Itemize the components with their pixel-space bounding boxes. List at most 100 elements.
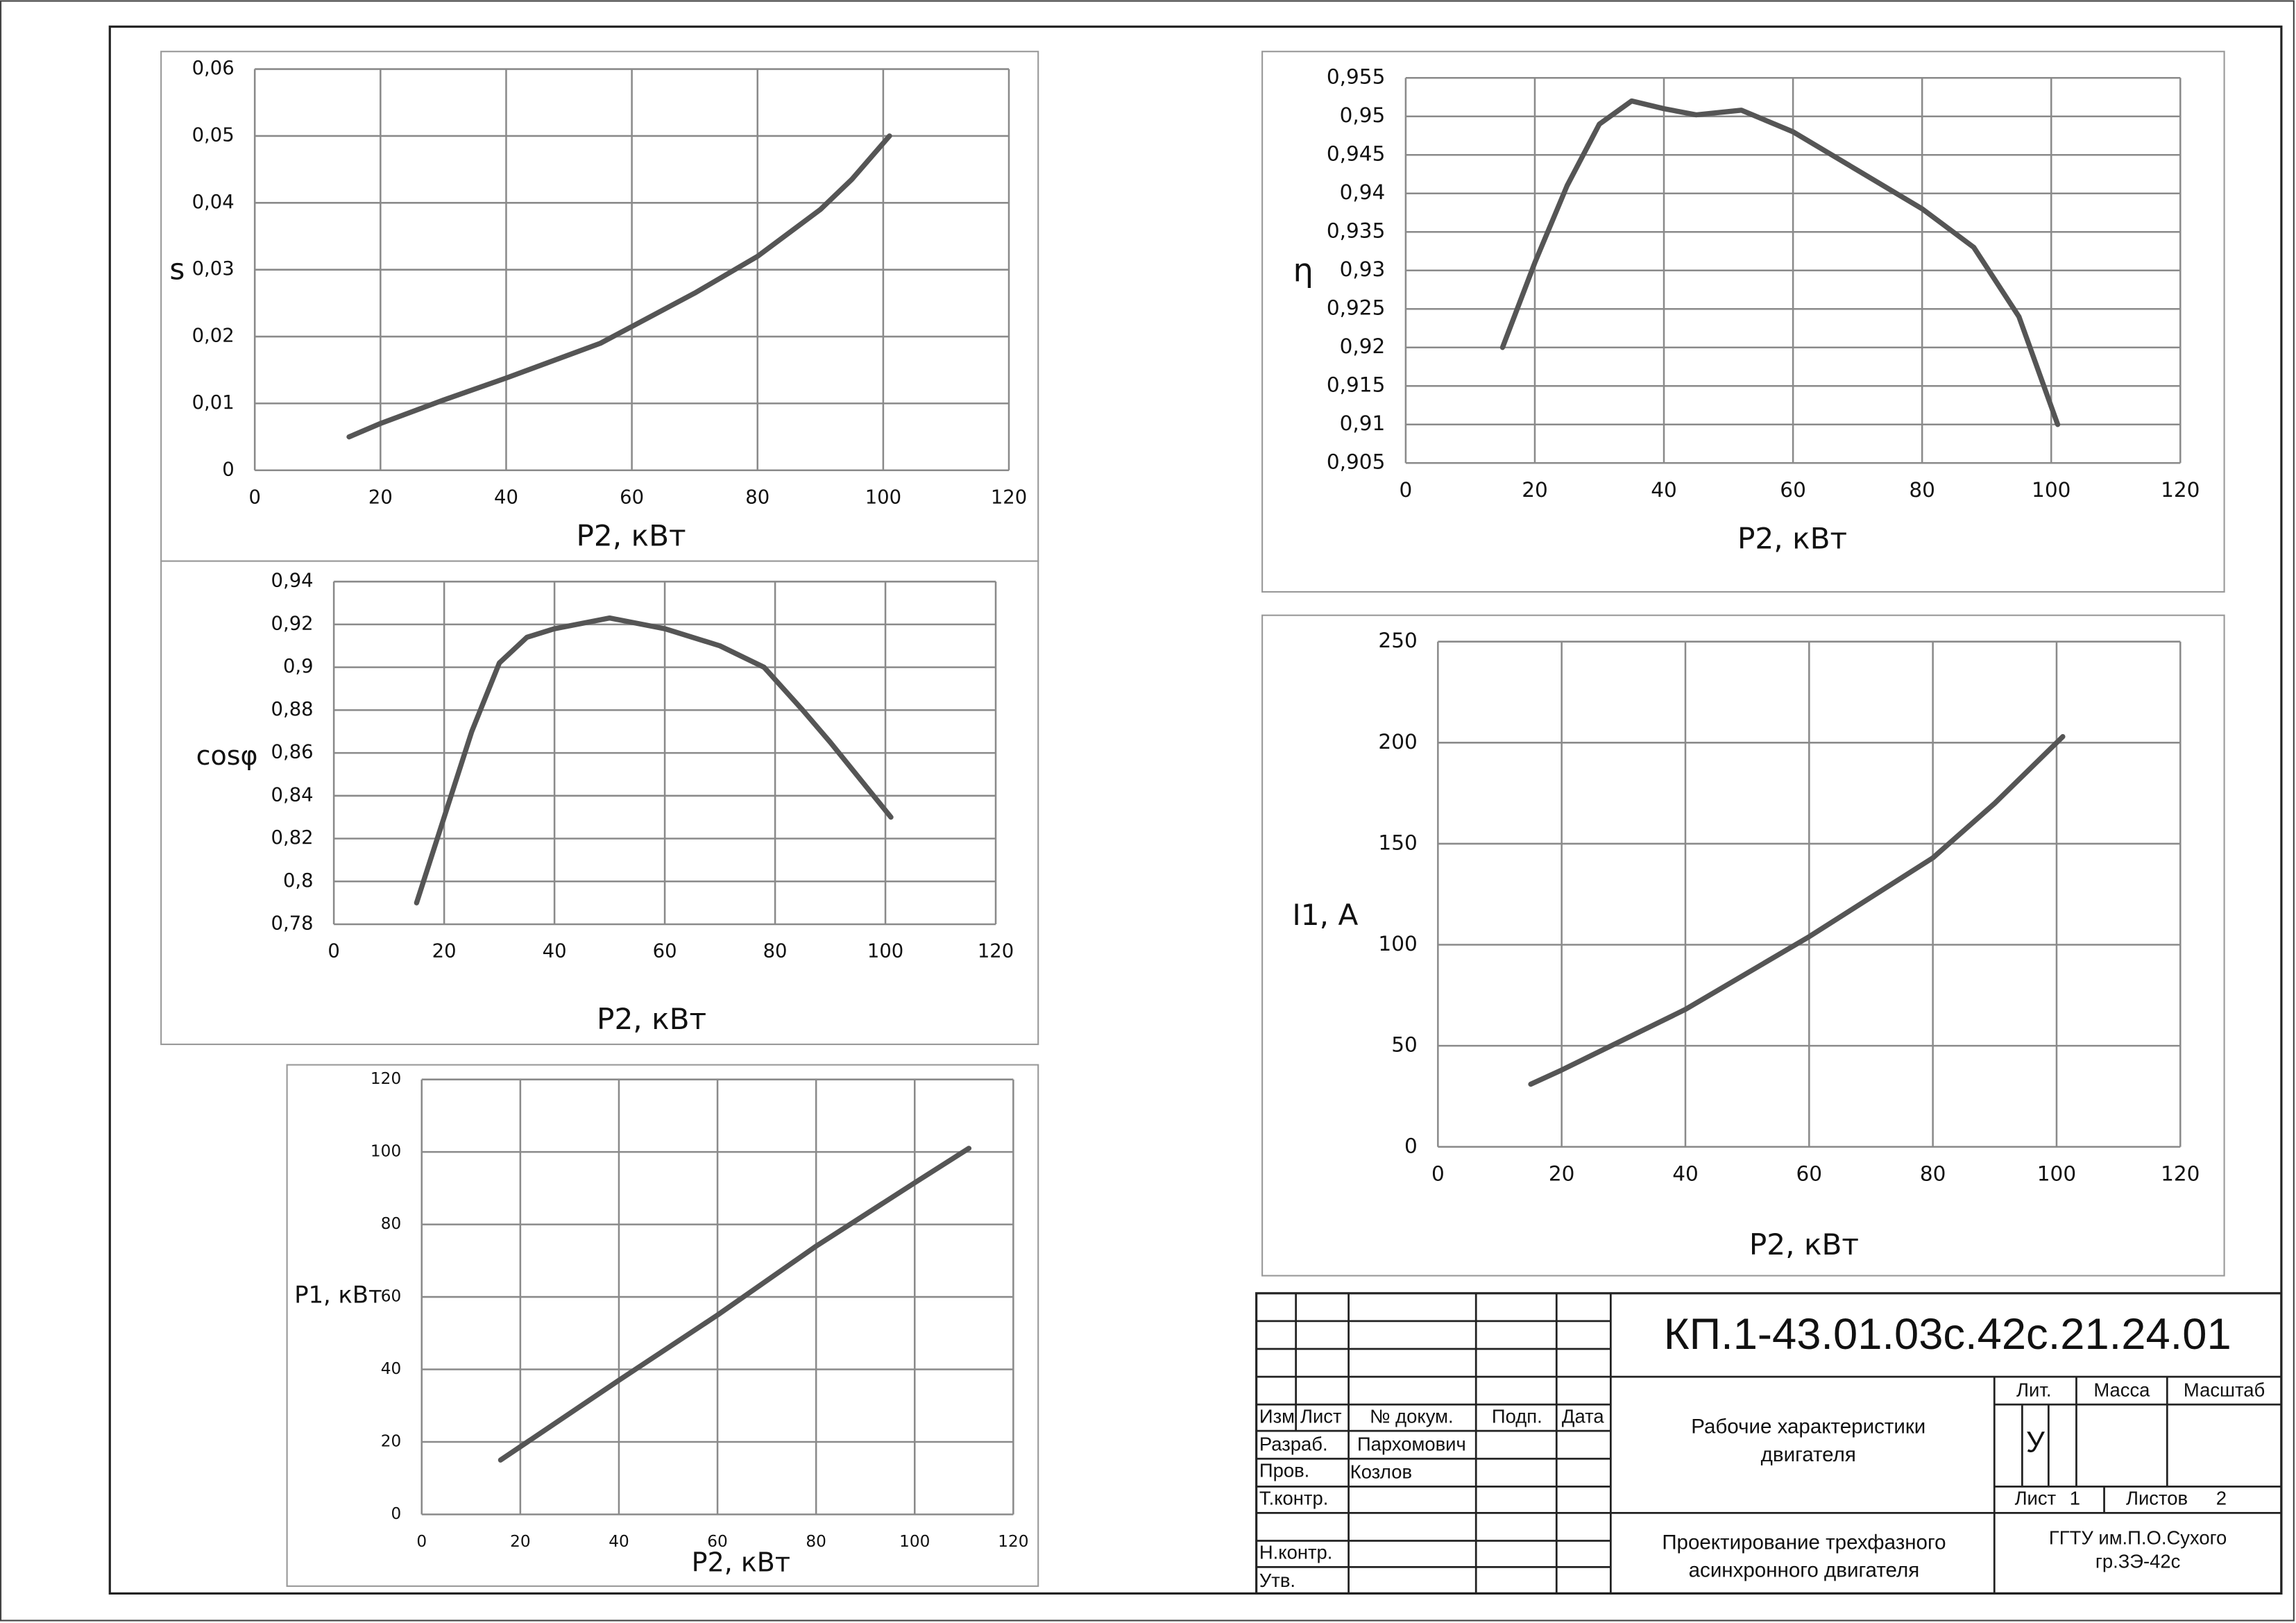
x-tick-label: 60: [1796, 1162, 1823, 1185]
y-tick-label: 0,915: [1327, 373, 1386, 397]
role: Разраб.: [1259, 1434, 1328, 1455]
x-tick-label: 20: [1522, 478, 1548, 502]
x-tick-label: 100: [2037, 1162, 2076, 1185]
frame: [108, 25, 2283, 1595]
x-axis-title: P2, кВт: [597, 1002, 706, 1036]
x-tick-label: 80: [763, 941, 788, 962]
x-tick-label: 20: [510, 1532, 531, 1551]
project-title: Проектирование трехфазного: [1662, 1531, 1946, 1554]
x-tick-label: 80: [745, 486, 769, 508]
y-tick-label: 0,95: [1340, 103, 1386, 127]
x-axis-title: P2, кВт: [1749, 1227, 1859, 1261]
y-tick-label: 20: [381, 1431, 402, 1450]
x-tick-label: 40: [1672, 1162, 1699, 1185]
y-axis-title: cosφ: [196, 740, 258, 771]
y-tick-label: 0,88: [271, 699, 314, 720]
y-tick-label: 100: [1378, 932, 1417, 955]
x-tick-label: 60: [1780, 478, 1806, 502]
document-title: Рабочие характеристики: [1691, 1416, 1925, 1438]
role: Утв.: [1259, 1570, 1295, 1591]
x-tick-label: 20: [368, 486, 393, 508]
mass-label: Масса: [2093, 1379, 2150, 1400]
y-tick-label: 200: [1378, 730, 1417, 754]
x-tick-label: 0: [1431, 1162, 1445, 1185]
y-tick-label: 250: [1378, 629, 1417, 652]
y-tick-label: 0: [391, 1504, 401, 1523]
scale-label: Масштаб: [2184, 1379, 2265, 1400]
chart-frame: [160, 560, 1039, 1046]
x-tick-label: 0: [416, 1532, 427, 1551]
y-tick-label: 0,91: [1340, 411, 1386, 435]
chart-frame: [160, 51, 1039, 562]
y-tick-label: 0,84: [271, 784, 314, 806]
data-line: [414, 615, 894, 906]
y-tick-label: 0,02: [192, 325, 235, 347]
header: Подп.: [1492, 1405, 1542, 1427]
x-tick-label: 120: [991, 486, 1027, 508]
y-tick-label: 0,03: [192, 258, 235, 280]
y-tick-label: 0: [222, 459, 234, 480]
title-block-frame: [1255, 1292, 2283, 1595]
sheets-label: Листов: [2126, 1488, 2188, 1509]
title-block: КП.1-43.01.03с.42с.21.24.01 Изм Лист № д…: [1255, 1292, 2283, 1595]
y-tick-label: 0,905: [1327, 450, 1386, 474]
y-tick-label: 80: [381, 1214, 402, 1233]
project-title: асинхронного двигателя: [1689, 1559, 1920, 1582]
person: Пархомович: [1357, 1434, 1466, 1455]
x-tick-label: 20: [432, 941, 457, 962]
lit-value: У: [2026, 1425, 2045, 1458]
x-tick-label: 80: [1920, 1162, 1946, 1185]
x-tick-label: 80: [806, 1532, 826, 1551]
data-line: [1528, 733, 2066, 1087]
header: Дата: [1562, 1405, 1604, 1427]
x-tick-label: 100: [865, 486, 901, 508]
role: Н.контр.: [1259, 1542, 1333, 1563]
y-tick-label: 0,925: [1327, 296, 1386, 320]
y-tick-label: 120: [371, 1069, 401, 1088]
x-tick-label: 40: [543, 941, 567, 962]
x-tick-label: 40: [609, 1532, 629, 1551]
x-tick-label: 120: [2161, 1162, 2200, 1185]
y-tick-label: 0,955: [1327, 65, 1386, 89]
y-axis-title: s: [169, 252, 185, 286]
y-tick-label: 0,9: [283, 656, 314, 677]
y-tick-label: 0,01: [192, 392, 235, 414]
charts: 00,010,020,030,040,050,060 20 40 60 80 100 120…: [160, 51, 2225, 1587]
x-tick-label: 100: [867, 941, 903, 962]
x-tick-label: 100: [899, 1532, 930, 1551]
y-tick-label: 0,935: [1327, 219, 1386, 243]
y-axis-title: I1, A: [1292, 898, 1358, 932]
x-axis-title: P2, кВт: [576, 518, 686, 552]
x-tick-label: 120: [998, 1532, 1028, 1551]
organization: ГГТУ им.П.О.Сухого: [2049, 1527, 2227, 1549]
person: Козлов: [1350, 1461, 1412, 1483]
y-tick-label: 0,93: [1340, 257, 1386, 281]
y-axis-title: P1, кВт: [294, 1282, 382, 1309]
y-tick-label: 100: [371, 1142, 401, 1161]
x-tick-label: 0: [248, 486, 260, 508]
sheet-label: Лист: [2015, 1488, 2057, 1509]
y-tick-label: 60: [381, 1287, 402, 1306]
y-tick-label: 0,06: [192, 58, 235, 79]
x-tick-label: 80: [1909, 478, 1935, 502]
y-tick-label: 0,945: [1327, 142, 1386, 166]
lit-label: Лит.: [2016, 1379, 2051, 1400]
y-tick-label: 0,92: [1340, 334, 1386, 358]
y-tick-label: 50: [1391, 1033, 1418, 1057]
x-tick-label: 100: [2032, 478, 2070, 502]
document-title: двигателя: [1761, 1443, 1856, 1466]
y-tick-label: 0: [1404, 1134, 1418, 1157]
x-tick-label: 120: [978, 941, 1014, 962]
x-axis-title: P2, кВт: [692, 1547, 790, 1578]
header: № докум.: [1370, 1405, 1453, 1427]
role: Т.контр.: [1259, 1488, 1328, 1509]
data-line: [498, 1146, 972, 1463]
y-tick-label: 0,94: [1340, 180, 1386, 204]
x-tick-label: 60: [653, 941, 677, 962]
y-tick-label: 150: [1378, 831, 1417, 854]
x-tick-label: 20: [1549, 1162, 1575, 1185]
x-axis-title: P2, кВт: [1737, 522, 1847, 556]
y-tick-label: 0,82: [271, 827, 314, 849]
